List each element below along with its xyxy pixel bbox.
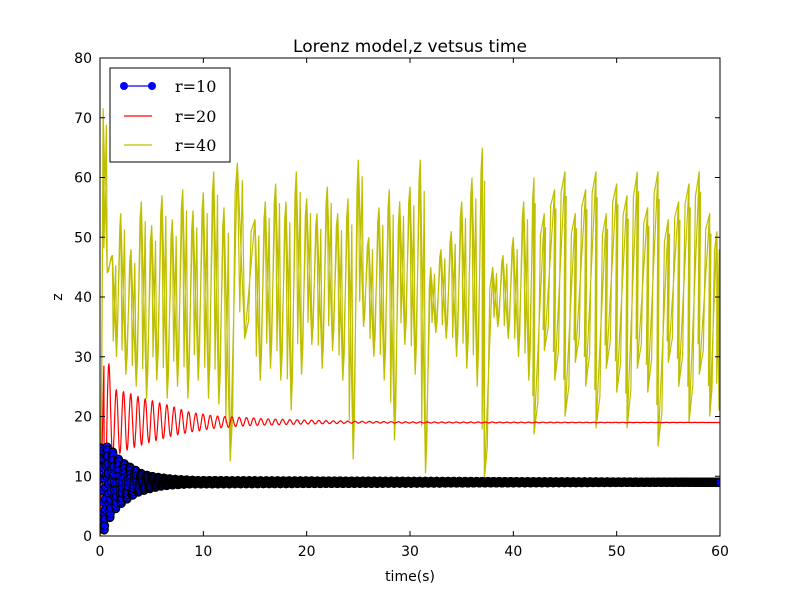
y-axis-label: z (50, 293, 66, 300)
y-tick-label: 0 (83, 529, 92, 545)
legend-entry-r40: r=40 (124, 136, 216, 155)
x-tick-label: 20 (298, 544, 316, 560)
legend-entry-r20: r=20 (124, 107, 216, 126)
legend-label-r40: r=40 (175, 136, 216, 155)
series-markers-r10 (100, 442, 720, 535)
y-tick-label: 80 (74, 51, 92, 67)
x-tick-label: 60 (711, 544, 729, 560)
x-tick-label: 10 (194, 544, 212, 560)
series-layer (100, 108, 720, 536)
y-tick-label: 20 (74, 410, 92, 426)
legend-label-r10: r=10 (175, 77, 216, 96)
y-tick-label: 30 (74, 350, 92, 366)
legend-marker-r10 (148, 82, 156, 90)
y-tick-label: 40 (74, 290, 92, 306)
x-tick-label: 40 (504, 544, 522, 560)
x-tick-label: 50 (608, 544, 626, 560)
ticks-layer: 0 10 20 30 40 50 60 0 10 20 30 40 50 60 70 80 (74, 51, 729, 560)
y-tick-label: 60 (74, 171, 92, 187)
y-tick-label: 50 (74, 230, 92, 246)
marker-r10 (715, 477, 720, 487)
legend-box (109, 67, 231, 163)
legend-label-r20: r=20 (175, 107, 216, 126)
x-tick-label: 30 (401, 544, 419, 560)
y-tick-label: 70 (74, 111, 92, 127)
x-axis-label: time(s) (385, 569, 435, 585)
x-tick-label: 0 (96, 544, 105, 560)
series-line-r40 (100, 108, 720, 536)
series-line-r20 (100, 362, 720, 536)
y-tick-label: 10 (74, 469, 92, 485)
chart-title: Lorenz model,z vetsus time (293, 37, 527, 57)
legend-entry-r10: r=10 (120, 77, 216, 96)
legend-marker-r10 (120, 82, 128, 90)
legend: r=10 r=20 r=40 (109, 67, 231, 163)
